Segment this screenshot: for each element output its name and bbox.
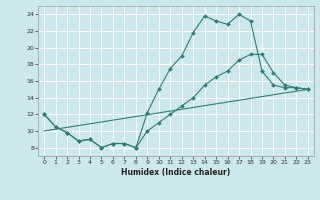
X-axis label: Humidex (Indice chaleur): Humidex (Indice chaleur) — [121, 168, 231, 177]
